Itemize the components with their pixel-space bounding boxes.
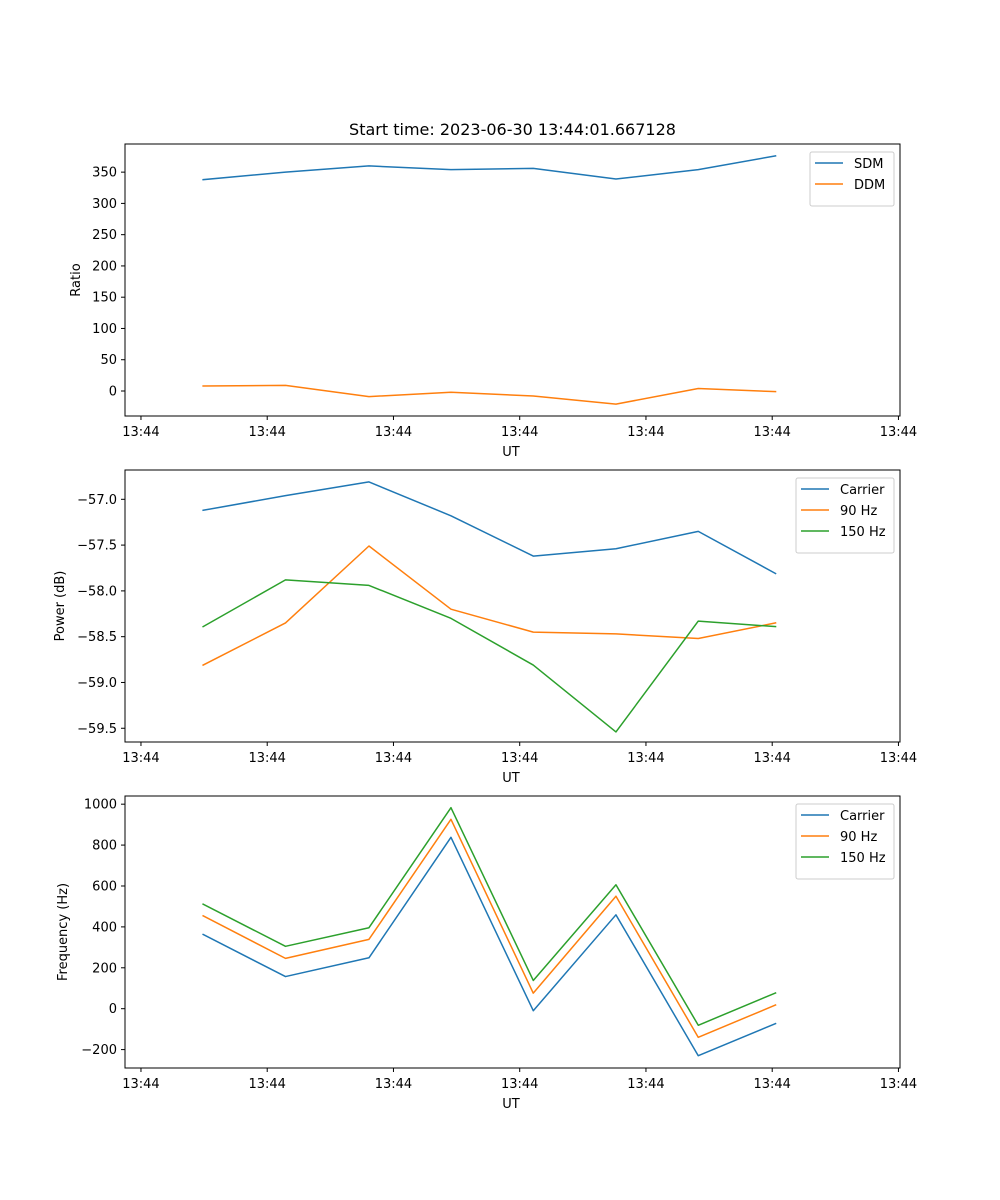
x-axis-label: UT: [502, 771, 520, 786]
x-tick-label: 13:44: [375, 1077, 412, 1092]
x-tick-label: 13:44: [880, 425, 917, 440]
x-tick-label: 13:44: [375, 425, 412, 440]
x-tick-label: 13:44: [627, 751, 664, 766]
x-tick-label: 13:44: [122, 425, 159, 440]
x-tick-label: 13:44: [248, 751, 285, 766]
series-line-90-hz: [202, 818, 777, 1039]
series-line-ddm: [202, 384, 777, 405]
y-tick-label: −57.0: [77, 493, 117, 508]
y-tick-label: 300: [92, 197, 117, 212]
y-tick-label: −58.0: [77, 584, 117, 599]
legend-label: Carrier: [840, 483, 885, 498]
legend-label: 90 Hz: [840, 830, 877, 845]
axes-frame: [124, 469, 901, 743]
y-tick-label: 100: [92, 322, 117, 337]
x-tick-label: 13:44: [122, 751, 159, 766]
y-tick-label: −57.5: [77, 539, 117, 554]
legend: SDM DDM: [809, 151, 895, 207]
axes-frame: [124, 795, 901, 1069]
x-tick-label: 13:44: [753, 751, 790, 766]
y-tick-label: 0: [109, 384, 117, 399]
legend-label: DDM: [854, 178, 885, 193]
x-tick-label: 13:44: [880, 751, 917, 766]
x-tick-label: 13:44: [753, 1077, 790, 1092]
power-panel: UT Power (dB) 13:44 13:44 13:44 13:44 13:44 1…: [53, 469, 917, 786]
y-tick-label: 250: [92, 228, 117, 243]
y-tick-label: −58.5: [77, 630, 117, 645]
series-line-150-hz: [202, 579, 777, 733]
x-tick-label: 13:44: [501, 1077, 538, 1092]
legend-label: 150 Hz: [840, 525, 886, 540]
y-axis-label: Ratio: [69, 263, 84, 296]
legend-label: 90 Hz: [840, 504, 877, 519]
legend-label: 150 Hz: [840, 851, 886, 866]
x-tick-label: 13:44: [501, 425, 538, 440]
legend-frame: [795, 803, 895, 880]
y-axis-label: Frequency (Hz): [56, 883, 71, 981]
y-tick-label: 0: [109, 1002, 117, 1017]
legend-frame: [809, 151, 895, 207]
y-tick-label: −200: [81, 1043, 117, 1058]
series-line-carrier: [202, 836, 777, 1057]
x-tick-label: 13:44: [627, 1077, 664, 1092]
y-tick-label: 50: [100, 353, 117, 368]
x-tick-label: 13:44: [122, 1077, 159, 1092]
x-tick-label: 13:44: [753, 425, 790, 440]
frequency-panel: UT Frequency (Hz) 13:44 13:44 13:44 13:44 13…: [56, 795, 917, 1112]
x-tick-label: 13:44: [248, 1077, 285, 1092]
series-line-carrier: [202, 481, 777, 575]
legend-label: Carrier: [840, 809, 885, 824]
y-tick-label: 200: [92, 961, 117, 976]
chart-title: Start time: 2023-06-30 13:44:01.667128: [349, 120, 676, 139]
series-line-150-hz: [202, 806, 777, 1027]
x-axis-label: UT: [502, 1097, 520, 1112]
x-tick-label: 13:44: [248, 425, 285, 440]
x-axis-label: UT: [502, 445, 520, 460]
legend: Carrier 90 Hz 150 Hz: [795, 477, 895, 554]
legend: Carrier 90 Hz 150 Hz: [795, 803, 895, 880]
x-tick-label: 13:44: [501, 751, 538, 766]
y-tick-label: 400: [92, 920, 117, 935]
series-line-90-hz: [202, 545, 777, 667]
series-line-sdm: [202, 155, 777, 181]
y-tick-label: 1000: [84, 798, 117, 813]
y-tick-label: −59.0: [77, 676, 117, 691]
legend-label: SDM: [854, 157, 883, 172]
ratio-panel: Start time: 2023-06-30 13:44:01.667128 U…: [69, 120, 917, 460]
legend-frame: [795, 477, 895, 554]
y-tick-label: 350: [92, 166, 117, 181]
x-tick-label: 13:44: [627, 425, 664, 440]
y-tick-label: 600: [92, 879, 117, 894]
y-tick-label: −59.5: [77, 722, 117, 737]
axes-frame: [124, 143, 901, 417]
x-tick-label: 13:44: [375, 751, 412, 766]
y-tick-label: 800: [92, 839, 117, 854]
x-tick-label: 13:44: [880, 1077, 917, 1092]
y-axis-label: Power (dB): [53, 571, 68, 642]
y-tick-label: 200: [92, 259, 117, 274]
y-tick-label: 150: [92, 291, 117, 306]
